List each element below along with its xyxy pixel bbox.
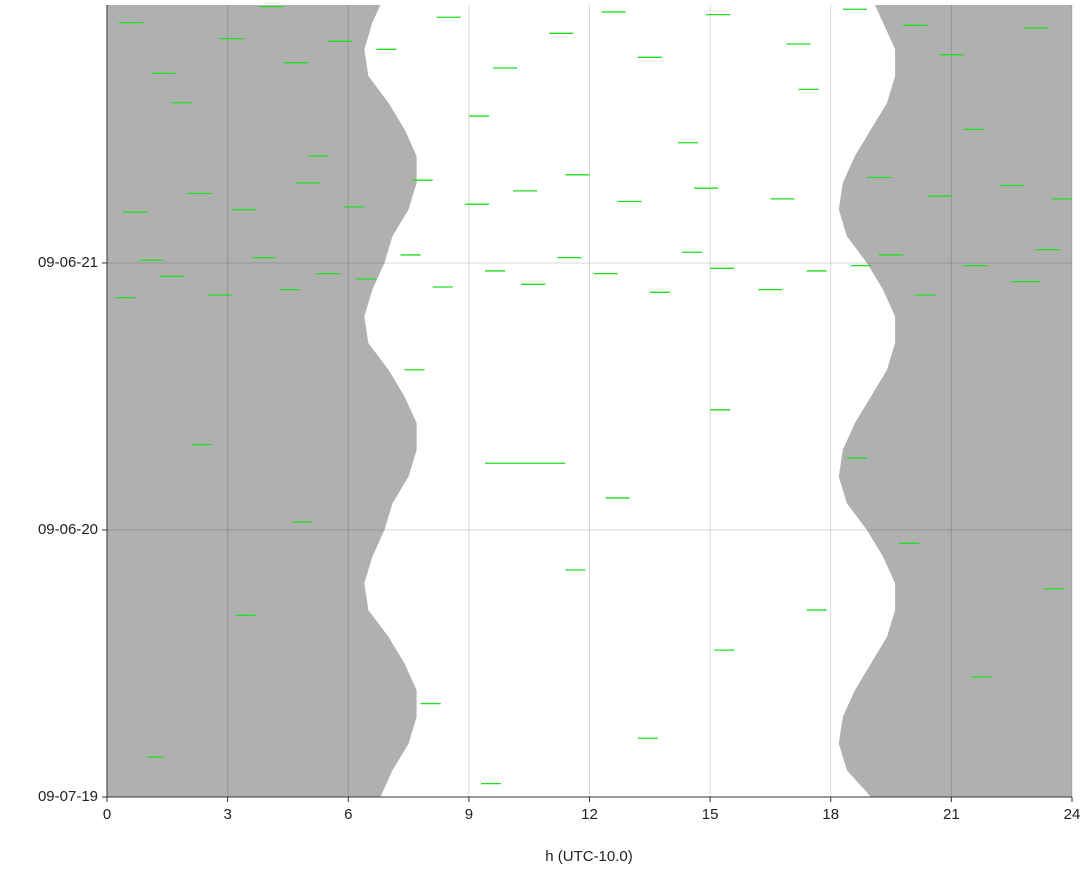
x-tick-label: 9 bbox=[465, 806, 473, 823]
x-axis-label: h (UTC-10.0) bbox=[545, 848, 633, 865]
x-tick-label: 21 bbox=[943, 806, 960, 823]
y-tick-label: 09-06-21 bbox=[38, 254, 98, 271]
x-tick-label: 0 bbox=[103, 806, 111, 823]
x-tick-label: 6 bbox=[344, 806, 352, 823]
x-tick-label: 3 bbox=[223, 806, 231, 823]
night-morning bbox=[107, 5, 417, 797]
y-tick-label: 09-07-19 bbox=[38, 788, 98, 805]
night-evening bbox=[838, 5, 1072, 797]
x-tick-label: 12 bbox=[581, 806, 598, 823]
x-tick-label: 15 bbox=[702, 806, 719, 823]
x-tick-label: 24 bbox=[1064, 806, 1081, 823]
x-tick-label: 18 bbox=[822, 806, 839, 823]
y-tick-label: 09-06-20 bbox=[38, 521, 98, 538]
